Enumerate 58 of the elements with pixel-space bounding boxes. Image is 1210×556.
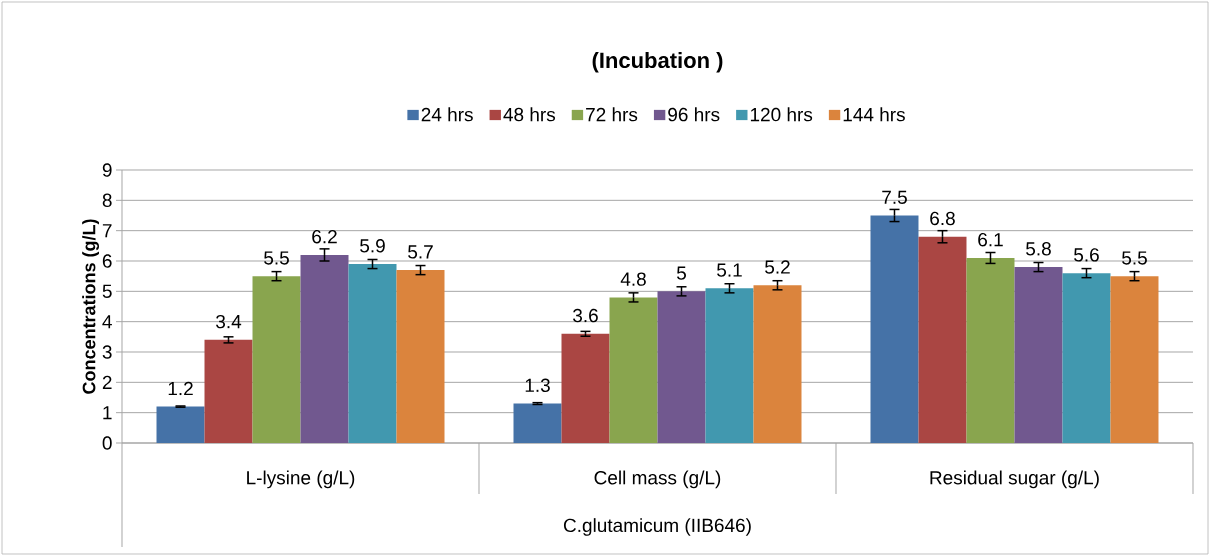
- y-tick-label: 5: [102, 284, 112, 298]
- bar: [561, 333, 610, 443]
- data-label: 3.4: [216, 314, 242, 329]
- legend-label: 120 hrs: [750, 107, 813, 122]
- bar: [348, 264, 397, 443]
- bar: [657, 291, 706, 443]
- data-label: 5.2: [765, 260, 790, 274]
- bar: [918, 236, 967, 443]
- data-label: 5.6: [1074, 248, 1099, 262]
- data-label: 5.5: [1122, 251, 1147, 265]
- data-label: 6.8: [930, 211, 955, 226]
- x-tick-label: Cell mass (g/L): [594, 470, 721, 489]
- legend-label: 144 hrs: [843, 107, 905, 122]
- bar: [204, 339, 253, 443]
- y-tick-label: 8: [102, 193, 112, 208]
- y-tick-label: 3: [102, 345, 112, 359]
- y-tick-label: 7: [102, 224, 112, 238]
- bar: [609, 297, 658, 443]
- y-tick-label: 2: [102, 375, 112, 389]
- x-tick-label: L-lysine (g/L): [247, 470, 355, 489]
- data-label: 5.7: [408, 245, 433, 259]
- bar: [1110, 276, 1159, 443]
- legend-label: 24 hrs: [421, 107, 473, 122]
- bar: [966, 257, 1015, 443]
- data-label: 6.2: [312, 229, 337, 244]
- bar: [1062, 273, 1111, 443]
- y-tick-label: 6: [102, 254, 112, 268]
- y-tick-label: 1: [103, 406, 112, 420]
- legend-label: 96 hrs: [668, 107, 720, 122]
- x-tick-label: Residual sugar (g/L): [930, 470, 1099, 489]
- data-label: 5.8: [1026, 242, 1051, 256]
- legend-label: 48 hrs: [503, 107, 556, 122]
- bar: [396, 270, 445, 443]
- data-label: 5.9: [360, 239, 385, 253]
- y-tick-label: 0: [102, 436, 112, 450]
- chart-title: (Incubation ): [592, 51, 723, 73]
- bar: [252, 276, 301, 443]
- bar: [513, 403, 562, 443]
- data-label: 1.2: [168, 381, 193, 396]
- data-label: 7.5: [882, 190, 907, 204]
- bar: [1014, 267, 1063, 443]
- bar: [156, 406, 205, 443]
- bar: [705, 288, 754, 443]
- data-label: 6.1: [978, 232, 1003, 247]
- y-tick-label: 9: [102, 163, 112, 177]
- data-label: 5: [676, 266, 686, 280]
- data-label: 5.1: [717, 263, 742, 277]
- x-axis-title: C.glutamicum (IIB646): [563, 518, 751, 536]
- data-label: 5.5: [264, 251, 289, 265]
- bar: [753, 285, 802, 443]
- y-tick-label: 4: [102, 315, 112, 329]
- bar: [300, 254, 349, 443]
- data-label: 4.8: [620, 272, 646, 286]
- data-label: 1.3: [525, 378, 550, 393]
- data-label: 3.6: [573, 308, 598, 323]
- legend-label: 72 hrs: [586, 107, 638, 122]
- y-axis-title: Concentrations (g/L): [82, 219, 100, 394]
- bar: [870, 215, 919, 443]
